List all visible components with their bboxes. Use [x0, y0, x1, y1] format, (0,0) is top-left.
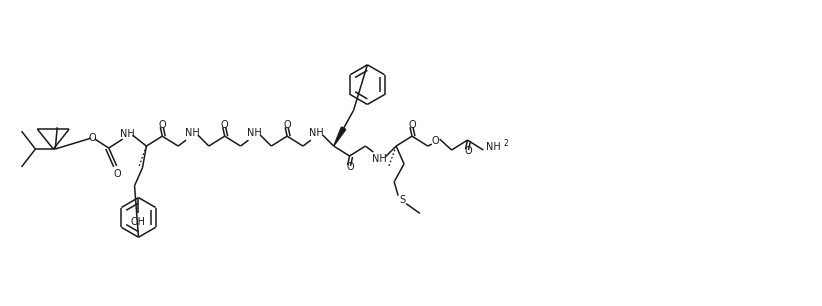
Text: O: O: [464, 146, 473, 156]
Text: NH: NH: [185, 128, 200, 138]
Text: O: O: [221, 120, 229, 130]
Text: 2: 2: [504, 139, 509, 147]
Text: NH: NH: [372, 154, 386, 164]
Text: NH: NH: [247, 128, 262, 138]
Text: OH: OH: [131, 217, 146, 227]
Text: O: O: [88, 133, 95, 143]
Text: NH: NH: [120, 129, 135, 139]
Text: NH: NH: [486, 142, 501, 152]
Text: S: S: [399, 195, 405, 205]
Text: O: O: [347, 162, 354, 172]
Text: O: O: [284, 120, 291, 130]
Text: O: O: [159, 120, 166, 130]
Text: O: O: [432, 136, 440, 146]
Text: O: O: [409, 120, 416, 130]
Polygon shape: [334, 127, 346, 146]
Text: O: O: [114, 169, 122, 179]
Text: NH: NH: [310, 128, 324, 138]
